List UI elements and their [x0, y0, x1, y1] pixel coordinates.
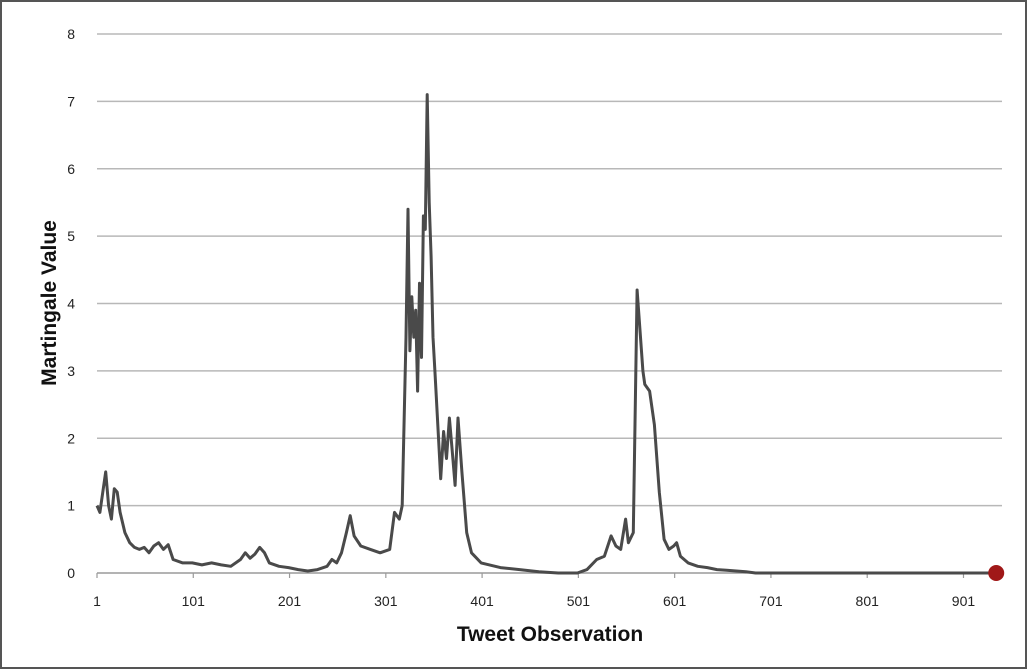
x-axis-title: Tweet Observation [457, 623, 643, 646]
y-tick-label: 3 [67, 363, 75, 379]
x-tick-label: 1 [93, 593, 101, 609]
y-tick-label: 1 [67, 498, 75, 514]
x-tick-label: 201 [278, 593, 302, 609]
x-tick-label: 701 [759, 593, 783, 609]
x-tick-label: 101 [182, 593, 206, 609]
x-tick-label: 401 [470, 593, 494, 609]
y-tick-label: 8 [67, 26, 75, 42]
y-tick-label: 5 [67, 228, 75, 244]
y-axis-title: Martingale Value [38, 220, 61, 386]
series-line [95, 93, 997, 575]
x-axis-ticks: 1 101 201 301 401 501 601 701 801 901 [93, 573, 975, 609]
y-tick-label: 0 [67, 565, 75, 581]
end-point-marker [988, 565, 1005, 581]
y-tick-label: 7 [67, 93, 75, 109]
x-tick-label: 301 [374, 593, 398, 609]
x-tick-label: 801 [856, 593, 880, 609]
grid-lines [97, 33, 1002, 507]
y-tick-label: 4 [67, 296, 75, 312]
y-tick-label: 6 [67, 161, 75, 177]
x-tick-label: 501 [567, 593, 591, 609]
x-tick-label: 601 [663, 593, 687, 609]
y-axis-ticks: 0 1 2 3 4 5 6 7 8 [67, 26, 75, 581]
series-layer [95, 93, 1005, 581]
y-tick-label: 2 [67, 430, 75, 446]
x-tick-label: 901 [952, 593, 976, 609]
